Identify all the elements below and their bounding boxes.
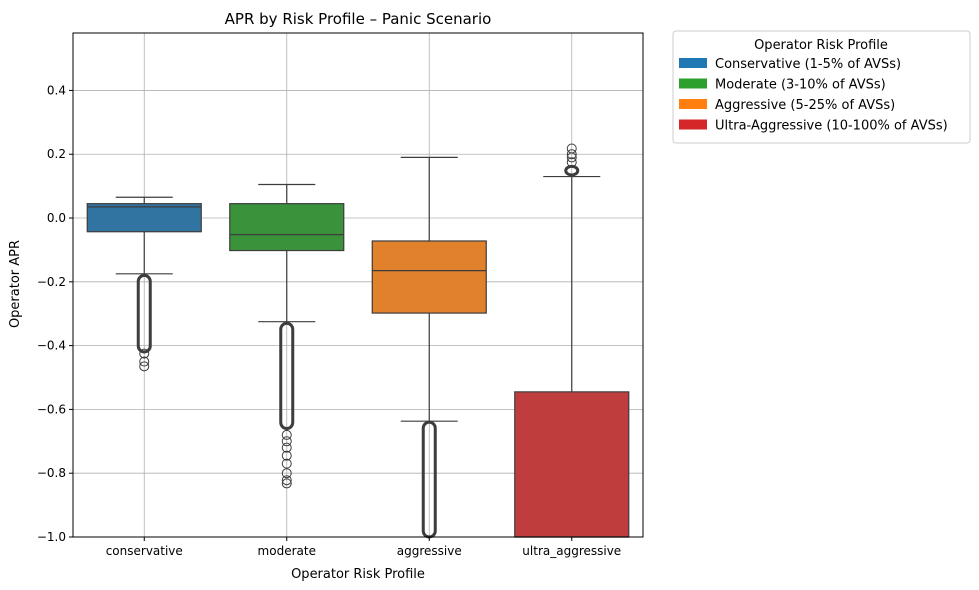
box-conservative — [86, 196, 202, 372]
y-tick-label: −0.4 — [37, 339, 66, 353]
legend-label: Aggressive (5-25% of AVSs) — [715, 98, 895, 113]
legend-item-ultra_aggressive: Ultra-Aggressive (10-100% of AVSs) — [679, 119, 948, 134]
outlier-point — [139, 348, 150, 359]
x-axis-label: Operator Risk Profile — [291, 567, 425, 582]
legend: Operator Risk Profile Conservative (1-5%… — [672, 30, 971, 144]
outlier-point — [281, 475, 292, 486]
x-tick-label: aggressive — [397, 544, 462, 558]
legend-swatch — [679, 78, 707, 89]
legend-item-conservative: Conservative (1-5% of AVSs) — [679, 57, 901, 72]
legend-swatch — [679, 58, 707, 68]
y-tick-label: 0.0 — [47, 211, 66, 225]
x-tick-label: moderate — [258, 544, 316, 558]
box-ultra_aggressive — [514, 143, 630, 538]
y-tick-label: −0.8 — [37, 466, 66, 480]
legend-swatch — [679, 119, 707, 130]
outlier-point — [281, 442, 292, 453]
y-tick-label: −1.0 — [37, 530, 66, 544]
chart-title: APR by Risk Profile – Panic Scenario — [225, 10, 492, 28]
y-tick-label: −0.2 — [37, 275, 66, 289]
box-iqr — [514, 391, 630, 538]
outlier-point — [281, 468, 292, 479]
legend-item-moderate: Moderate (3-10% of AVSs) — [679, 78, 886, 93]
y-tick-label: 0.2 — [47, 147, 66, 161]
outlier-point — [139, 361, 150, 372]
box-iqr — [371, 240, 487, 314]
legend-swatch — [679, 99, 707, 109]
box-moderate — [229, 183, 345, 489]
box-iqr — [86, 203, 202, 233]
outlier-band — [279, 321, 295, 431]
box-layer — [86, 143, 630, 539]
x-axis: conservative moderate aggressive ultra_aggr… — [106, 537, 621, 558]
y-tick-label: 0.4 — [47, 83, 66, 97]
plot-frame — [72, 32, 644, 538]
outlier-point — [139, 356, 150, 367]
y-tick-label: −0.6 — [37, 402, 66, 416]
outlier-point — [566, 157, 577, 168]
x-tick-label: ultra_aggressive — [522, 544, 621, 558]
legend-label: Ultra-Aggressive (10-100% of AVSs) — [715, 119, 948, 134]
outlier-band — [136, 273, 152, 354]
outlier-point — [566, 149, 577, 160]
legend-frame — [672, 30, 971, 144]
outlier-point — [281, 450, 292, 461]
outlier-point — [281, 478, 292, 489]
outlier-point — [281, 458, 292, 469]
x-tick-label: conservative — [106, 544, 183, 558]
outlier-point — [566, 143, 577, 154]
legend-title: Operator Risk Profile — [754, 38, 888, 53]
outlier-point — [281, 436, 292, 447]
box-aggressive — [371, 156, 487, 539]
legend-label: Moderate (3-10% of AVSs) — [715, 78, 886, 93]
outlier-point — [281, 429, 292, 440]
legend-item-aggressive: Aggressive (5-25% of AVSs) — [679, 98, 895, 113]
legend-label: Conservative (1-5% of AVSs) — [715, 57, 901, 72]
y-axis-label: Operator APR — [8, 240, 23, 328]
legend-items: Conservative (1-5% of AVSs) Moderate (3-1… — [679, 57, 948, 134]
box-iqr — [229, 203, 345, 252]
y-axis: −1.0 −0.8 −0.6 −0.4 −0.2 0.0 0.2 0.4 — [37, 83, 73, 544]
